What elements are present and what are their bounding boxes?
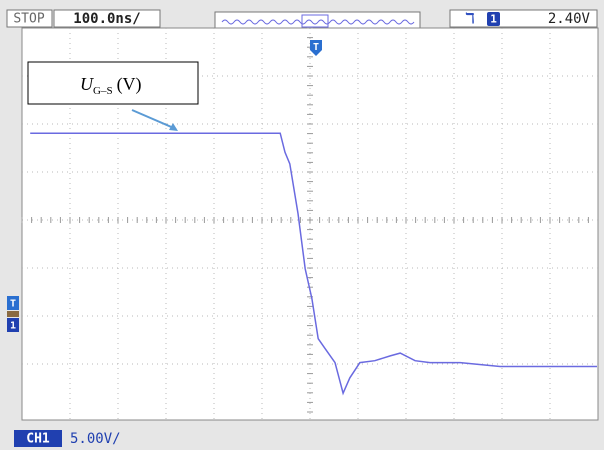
memory-wave (221, 19, 415, 25)
annotation-arrow (131, 109, 177, 130)
waveform (30, 132, 597, 396)
annotation-box (27, 61, 199, 105)
grid (21, 27, 598, 420)
timebase-box (53, 9, 161, 28)
annotation-symbol: U (80, 74, 94, 94)
trigger-position-marker (310, 40, 322, 56)
memory-window (301, 14, 329, 28)
trigger-channel-badge (487, 12, 500, 26)
ground-label: 1 (10, 321, 16, 332)
annotation: UG–S (V) (80, 74, 142, 96)
trigger-position-label: T (313, 42, 319, 53)
timebase: 100.0ns/ (73, 11, 140, 27)
trigger-slope-icon: ℸ (465, 11, 474, 27)
annotation-subscript: G–S (93, 85, 113, 97)
channel-badge (14, 430, 62, 447)
run-state: STOP (13, 12, 44, 27)
channel-label: CH1 (26, 432, 50, 447)
annotation-unit: (V) (117, 74, 142, 95)
trigger-level: 2.40V (548, 11, 591, 27)
ground-marker (7, 318, 19, 332)
channel-scale: 5.00V/ (70, 431, 121, 447)
trigger-channel: 1 (490, 13, 497, 26)
trigger-level-marker (7, 296, 19, 310)
status-box (6, 9, 53, 28)
trigger-box (449, 9, 598, 28)
level-bar (7, 311, 19, 317)
trigger-level-label: T (10, 299, 16, 310)
annotation-arrowhead (169, 123, 178, 131)
